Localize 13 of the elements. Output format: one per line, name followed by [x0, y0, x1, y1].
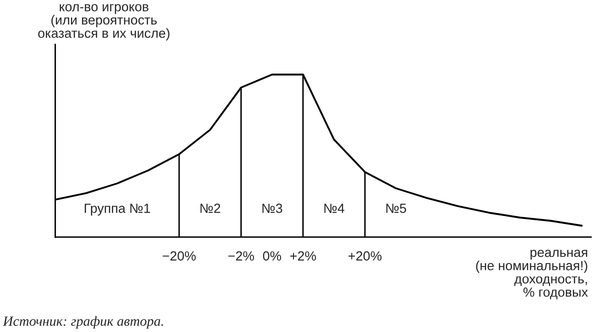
- x-tick-label: 0%: [263, 251, 282, 261]
- x-tick-label: −20%: [162, 251, 196, 261]
- x-tick-label: +20%: [348, 251, 382, 261]
- y-axis-title: кол-во игроков (или вероятность оказаться в их числе): [38, 4, 170, 40]
- annotation: №4: [324, 204, 344, 213]
- annotation: №5: [386, 204, 406, 213]
- annotation: №3: [262, 204, 282, 213]
- text: Источник: график автора.: [2, 316, 163, 329]
- annotation: №2: [200, 204, 220, 213]
- annotation: Группа №1: [84, 204, 150, 216]
- x-tick-label: +2%: [290, 251, 316, 261]
- x-axis-title: реальная (не номинальная!) доходность, % годовых: [476, 250, 588, 300]
- x-tick-label: −2%: [228, 251, 254, 261]
